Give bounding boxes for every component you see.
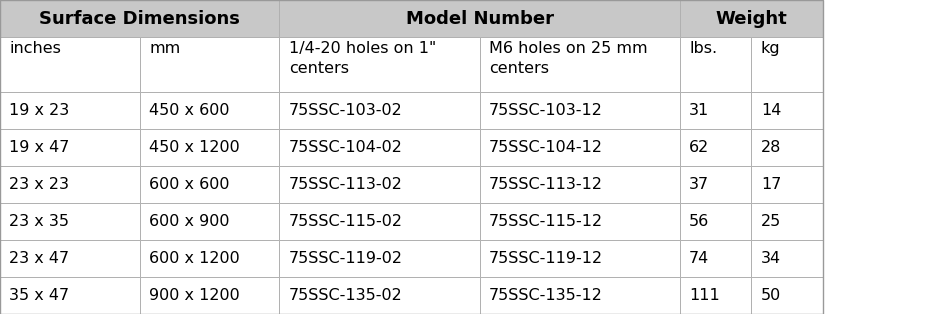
Bar (279, 129, 480, 166)
Bar (480, 166, 680, 203)
Text: lbs.: lbs. (689, 41, 717, 56)
Bar (480, 37, 680, 92)
Text: 75SSC-135-02: 75SSC-135-02 (289, 288, 402, 303)
Bar (480, 240, 680, 277)
Bar (751, 166, 823, 203)
Bar (0, 0, 279, 37)
Text: 75SSC-113-12: 75SSC-113-12 (489, 177, 603, 192)
Text: Weight: Weight (716, 9, 787, 28)
Text: 75SSC-104-02: 75SSC-104-02 (289, 140, 403, 155)
Bar (680, 203, 751, 240)
Text: 23 x 35: 23 x 35 (9, 214, 70, 229)
Bar (751, 129, 823, 166)
Text: 31: 31 (689, 103, 709, 118)
Text: 450 x 600: 450 x 600 (149, 103, 229, 118)
Bar (680, 0, 823, 37)
Bar (140, 129, 279, 166)
Text: kg: kg (761, 41, 781, 56)
Bar (480, 203, 680, 240)
Text: 600 x 600: 600 x 600 (149, 177, 229, 192)
Text: Model Number: Model Number (406, 9, 553, 28)
Text: 111: 111 (689, 288, 720, 303)
Bar (680, 166, 751, 203)
Text: inches: inches (9, 41, 61, 56)
Text: 34: 34 (761, 251, 781, 266)
Bar (279, 203, 480, 240)
Bar (680, 92, 751, 129)
Text: mm: mm (149, 41, 180, 56)
Text: 75SSC-119-02: 75SSC-119-02 (289, 251, 403, 266)
Bar (480, 129, 680, 166)
Text: M6 holes on 25 mm
centers: M6 holes on 25 mm centers (489, 41, 648, 76)
Text: 75SSC-103-02: 75SSC-103-02 (289, 103, 402, 118)
Text: 56: 56 (689, 214, 709, 229)
Text: 75SSC-115-02: 75SSC-115-02 (289, 214, 403, 229)
Bar (680, 277, 751, 314)
Bar (680, 240, 751, 277)
Bar (0, 92, 140, 129)
Text: 62: 62 (689, 140, 709, 155)
Bar (751, 203, 823, 240)
Text: 37: 37 (689, 177, 709, 192)
Text: 75SSC-103-12: 75SSC-103-12 (489, 103, 603, 118)
Text: 28: 28 (761, 140, 782, 155)
Bar (0, 0, 823, 314)
Bar (279, 277, 480, 314)
Bar (0, 203, 140, 240)
Bar (480, 277, 680, 314)
Bar (0, 129, 140, 166)
Bar (279, 240, 480, 277)
Bar (279, 92, 480, 129)
Text: 50: 50 (761, 288, 781, 303)
Bar (0, 166, 140, 203)
Text: 74: 74 (689, 251, 709, 266)
Bar (279, 166, 480, 203)
Text: 75SSC-104-12: 75SSC-104-12 (489, 140, 603, 155)
Text: 75SSC-113-02: 75SSC-113-02 (289, 177, 403, 192)
Text: 600 x 900: 600 x 900 (149, 214, 229, 229)
Bar (751, 92, 823, 129)
Bar (751, 240, 823, 277)
Text: 35 x 47: 35 x 47 (9, 288, 70, 303)
Bar (140, 92, 279, 129)
Bar (680, 37, 751, 92)
Bar (751, 277, 823, 314)
Text: Surface Dimensions: Surface Dimensions (40, 9, 240, 28)
Bar (140, 37, 279, 92)
Bar (140, 277, 279, 314)
Text: 1/4-20 holes on 1"
centers: 1/4-20 holes on 1" centers (289, 41, 436, 76)
Text: 19 x 23: 19 x 23 (9, 103, 70, 118)
Text: 600 x 1200: 600 x 1200 (149, 251, 240, 266)
Bar (751, 37, 823, 92)
Bar (140, 166, 279, 203)
Bar (0, 240, 140, 277)
Bar (279, 37, 480, 92)
Bar (480, 92, 680, 129)
Bar (140, 203, 279, 240)
Text: 19 x 47: 19 x 47 (9, 140, 70, 155)
Text: 450 x 1200: 450 x 1200 (149, 140, 240, 155)
Text: 23 x 23: 23 x 23 (9, 177, 70, 192)
Bar (140, 240, 279, 277)
Bar (0, 277, 140, 314)
Text: 25: 25 (761, 214, 781, 229)
Bar (279, 0, 680, 37)
Text: 900 x 1200: 900 x 1200 (149, 288, 240, 303)
Text: 23 x 47: 23 x 47 (9, 251, 70, 266)
Text: 75SSC-135-12: 75SSC-135-12 (489, 288, 603, 303)
Text: 75SSC-119-12: 75SSC-119-12 (489, 251, 603, 266)
Text: 17: 17 (761, 177, 782, 192)
Text: 14: 14 (761, 103, 782, 118)
Bar (0, 37, 140, 92)
Bar (680, 129, 751, 166)
Text: 75SSC-115-12: 75SSC-115-12 (489, 214, 603, 229)
